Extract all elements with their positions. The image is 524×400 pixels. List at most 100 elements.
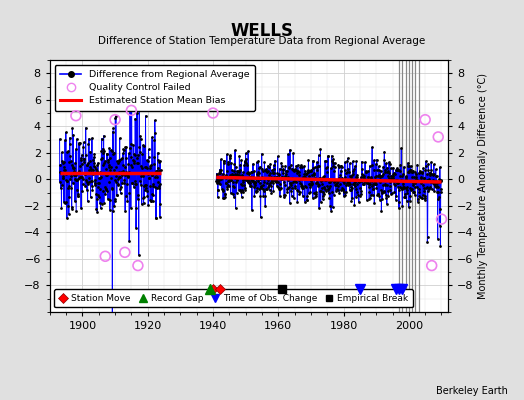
Point (81, 183, 89, 189)
Point (57, 170, 66, 176)
Point (130, 158, 138, 164)
Point (230, 161, 238, 168)
Point (347, 184, 356, 191)
Point (216, 168, 224, 174)
Point (92, 206, 101, 212)
Point (151, 171, 160, 178)
Point (386, 165, 395, 172)
Point (421, 163, 430, 170)
Point (345, 187, 354, 194)
Point (244, 176, 252, 183)
Point (328, 152, 336, 159)
Point (353, 181, 362, 188)
Point (154, 165, 162, 171)
Point (373, 156, 381, 163)
Point (395, 167, 403, 173)
Point (345, 180, 353, 186)
Point (151, 130, 159, 136)
Point (427, 166, 435, 173)
Point (147, 172, 156, 178)
Point (235, 172, 243, 178)
Point (145, 174, 153, 181)
Point (139, 194, 148, 201)
Point (136, 133, 144, 139)
Point (348, 172, 356, 178)
Point (438, 216, 446, 222)
Point (334, 186, 342, 193)
Point (243, 179, 252, 186)
Point (97, 156, 105, 162)
Point (414, 178, 422, 184)
Point (97, 148, 106, 154)
Point (101, 186, 110, 192)
Point (302, 170, 310, 177)
Point (68, 125, 77, 131)
Point (337, 162, 346, 169)
Point (278, 176, 287, 182)
Point (286, 146, 294, 153)
Point (121, 249, 129, 256)
Point (308, 158, 316, 164)
Point (429, 180, 437, 186)
Point (399, 179, 408, 186)
Point (312, 192, 320, 199)
Point (328, 158, 336, 164)
Point (328, 176, 336, 183)
Point (99, 188, 107, 194)
Point (319, 174, 328, 180)
Point (60, 167, 69, 174)
Point (349, 180, 357, 187)
Point (370, 157, 378, 164)
Point (142, 185, 150, 191)
Point (156, 181, 164, 187)
Point (336, 187, 345, 193)
Point (118, 150, 127, 156)
Text: Difference of Station Temperature Data from Regional Average: Difference of Station Temperature Data f… (99, 36, 425, 46)
Point (233, 190, 241, 196)
Point (318, 185, 326, 192)
Point (307, 168, 315, 174)
Point (339, 178, 347, 184)
Point (152, 168, 160, 174)
Point (133, 160, 141, 166)
Point (394, 180, 402, 186)
Point (323, 153, 332, 160)
Point (333, 186, 341, 193)
Point (104, 179, 113, 186)
Point (70, 172, 79, 178)
Point (58, 158, 66, 164)
Point (290, 167, 299, 173)
Point (62, 129, 70, 136)
Point (355, 179, 364, 186)
Point (270, 170, 278, 177)
Point (313, 178, 321, 185)
Point (392, 177, 400, 184)
Point (112, 164, 120, 170)
Point (420, 175, 428, 181)
Point (80, 156, 88, 163)
Point (335, 189, 343, 196)
Point (222, 180, 231, 186)
Point (116, 185, 124, 192)
Point (265, 164, 274, 171)
Point (138, 172, 147, 179)
Point (117, 184, 126, 191)
Point (411, 169, 419, 175)
Point (114, 169, 123, 175)
Point (433, 188, 441, 195)
Point (381, 169, 389, 175)
Point (373, 192, 381, 199)
Point (108, 128, 117, 135)
Point (357, 178, 366, 184)
Point (339, 177, 347, 183)
Point (254, 172, 263, 179)
Point (427, 159, 435, 166)
Point (359, 172, 367, 178)
Point (431, 173, 440, 180)
Point (344, 182, 352, 188)
Point (124, 174, 132, 180)
Point (364, 174, 372, 180)
Point (285, 175, 293, 181)
Point (270, 166, 279, 172)
Point (370, 179, 379, 186)
